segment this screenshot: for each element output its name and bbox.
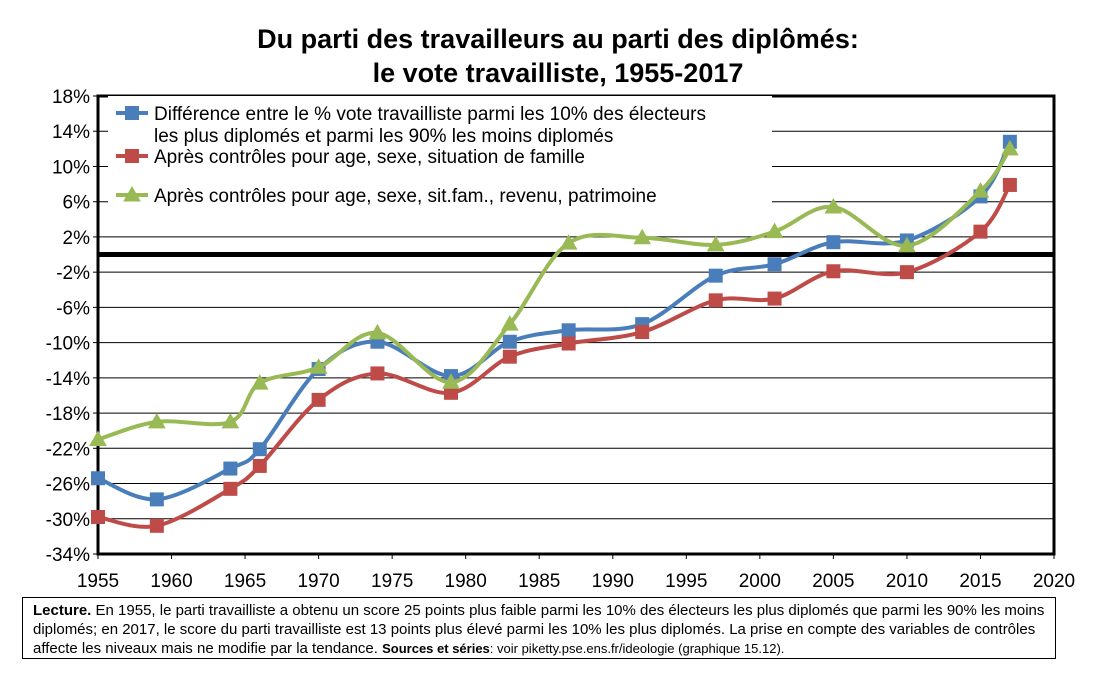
reading-note: Lecture. En 1955, le parti travailliste …	[22, 597, 1056, 659]
series-2-point	[502, 349, 517, 364]
x-tick-label: 1970	[297, 571, 339, 592]
series-2-point	[223, 481, 238, 496]
y-tick-label: -34%	[46, 545, 90, 566]
y-tick-label: -26%	[46, 475, 90, 496]
series-2-point	[1002, 177, 1017, 192]
y-tick-label: 2%	[63, 228, 91, 249]
series-2-point	[561, 336, 576, 351]
series-2-point	[899, 265, 914, 280]
legend-label: Après contrôles pour age, sexe, sit.fam.…	[154, 186, 657, 207]
chart-title-line-1: Du parti des travailleurs au parti des d…	[257, 24, 859, 54]
series-1-point	[252, 442, 267, 457]
series-1-point	[708, 268, 723, 283]
x-tick-label: 2000	[739, 571, 781, 592]
legend-label: Après contrôles pour age, sexe, situatio…	[154, 147, 585, 168]
chart-title: Du parti des travailleurs au parti des d…	[0, 22, 1116, 90]
x-tick-label: 1955	[77, 571, 119, 592]
x-tick-label: 2005	[812, 571, 854, 592]
series-3-point	[559, 234, 578, 250]
series-3-line	[96, 146, 1012, 442]
legend-swatch-marker	[125, 106, 139, 120]
x-tick-label: 1960	[150, 571, 192, 592]
series-2-point	[708, 293, 723, 308]
x-tick-label: 2020	[1033, 571, 1075, 592]
series-1-point	[561, 323, 576, 338]
y-tick-label: 18%	[52, 87, 90, 108]
note-sources-text: : voir piketty.pse.ens.fr/ideologie (gra…	[489, 641, 785, 656]
series-3-point	[89, 430, 107, 446]
series-2	[91, 177, 1017, 533]
y-tick-label: 6%	[63, 193, 91, 214]
series-2-point	[973, 224, 988, 239]
series-1-line	[96, 139, 1012, 502]
x-tick-label: 2010	[886, 571, 928, 592]
series-2-point	[635, 325, 650, 340]
series-3-point	[1001, 139, 1019, 156]
y-tick-label: -10%	[46, 334, 90, 355]
series-3-point	[309, 358, 328, 374]
note-sources: Sources et séries: voir piketty.pse.ens.…	[382, 641, 784, 656]
series-3-point	[765, 222, 784, 239]
series-2-point	[826, 264, 841, 279]
y-tick-label: 14%	[52, 122, 90, 143]
legend-swatch-marker	[123, 185, 141, 202]
x-tick-label: 1990	[592, 571, 634, 592]
series-3-point	[824, 197, 843, 214]
y-tick-label: -6%	[56, 298, 90, 319]
series-2-line	[96, 182, 1012, 529]
y-tick-label: -30%	[46, 510, 90, 531]
series-3-point	[500, 315, 519, 331]
series-1-point	[767, 257, 782, 272]
x-tick-label: 1995	[665, 571, 707, 592]
series-3-point	[633, 228, 652, 245]
series-1-point	[826, 235, 841, 250]
y-tick-label: -22%	[46, 439, 90, 460]
series-2-point	[311, 392, 326, 407]
x-tick-label: 1975	[371, 571, 413, 592]
series-2-point	[443, 385, 458, 400]
legend-label: les plus diplomés et parmi les 90% les m…	[154, 126, 613, 147]
y-tick-label: -18%	[46, 404, 90, 425]
x-tick-label: 2015	[959, 571, 1001, 592]
x-tick-label: 1965	[224, 571, 266, 592]
series-2-point	[91, 510, 105, 525]
series-2-point	[149, 518, 164, 533]
line-chart: 18% 14% 10% 6% 2% -2% -6% -10% -14% -18% -22% -26% -…	[46, 87, 1076, 592]
series-2-point	[767, 291, 782, 306]
legend-swatch-marker	[125, 149, 139, 163]
note-text: En 1955, le parti travailliste a obtenu …	[33, 602, 1045, 657]
x-tick-label: 1980	[445, 571, 487, 592]
series-3-point	[221, 412, 240, 429]
series-3-point	[442, 373, 460, 389]
series-3-point	[368, 323, 387, 340]
note-lead: Lecture.	[33, 602, 92, 619]
legend-label: Différence entre le % vote travailliste …	[154, 104, 706, 125]
series-1-point	[149, 492, 164, 507]
chart-title-line-2: le vote travailliste, 1955-2017	[372, 58, 744, 88]
series-1-point	[223, 461, 238, 476]
series-3-point	[706, 235, 725, 252]
series-2-point	[370, 366, 385, 381]
series-3-point	[147, 412, 166, 429]
legend: Différence entre le % vote travailliste …	[108, 96, 772, 226]
y-tick-label: 10%	[52, 157, 90, 178]
series-3-point	[250, 374, 269, 390]
series-1-point	[502, 334, 517, 349]
series-1-point	[91, 471, 105, 486]
series-3-point	[971, 182, 990, 198]
series-3-point	[898, 236, 916, 253]
note-sources-label: Sources et séries	[382, 641, 490, 656]
series-layer	[89, 134, 1019, 533]
series-2-point	[252, 458, 267, 473]
series-3	[89, 139, 1019, 446]
y-tick-label: -14%	[46, 369, 90, 390]
legend-box	[108, 96, 772, 226]
y-tick-label: -2%	[56, 263, 90, 284]
x-tick-label: 1985	[518, 571, 560, 592]
